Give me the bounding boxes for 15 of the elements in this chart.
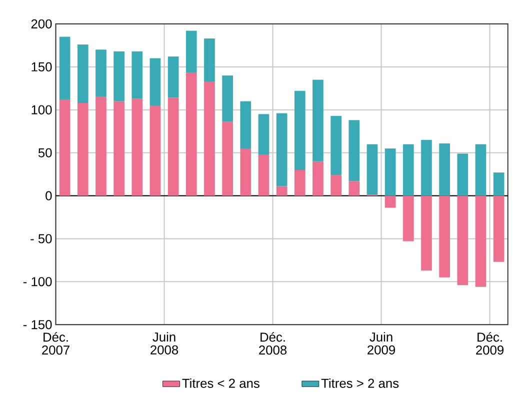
- x-tick-label: Juin 2009: [368, 332, 396, 354]
- x-tick-label: Juin 2008: [150, 332, 178, 354]
- y-tick-label: 150: [32, 62, 52, 72]
- y-tick-label: 200: [31, 19, 52, 28]
- y-tick-label: - 150: [23, 320, 52, 330]
- y-tick-label: - 100: [23, 276, 52, 286]
- y-tick-label: 50: [38, 148, 52, 158]
- x-tick-label: Déc. 2009: [476, 332, 504, 354]
- x-tick-label: Déc. 2007: [42, 332, 70, 354]
- legend-label: Titres < 2 ans: [182, 378, 260, 388]
- x-tick-label: Déc. 2008: [259, 332, 287, 354]
- y-tick-label: 0: [46, 191, 52, 200]
- legend-label: Titres > 2 ans: [321, 378, 399, 388]
- y-tick-label: - 50: [30, 234, 52, 244]
- y-tick-label: 100: [32, 105, 52, 114]
